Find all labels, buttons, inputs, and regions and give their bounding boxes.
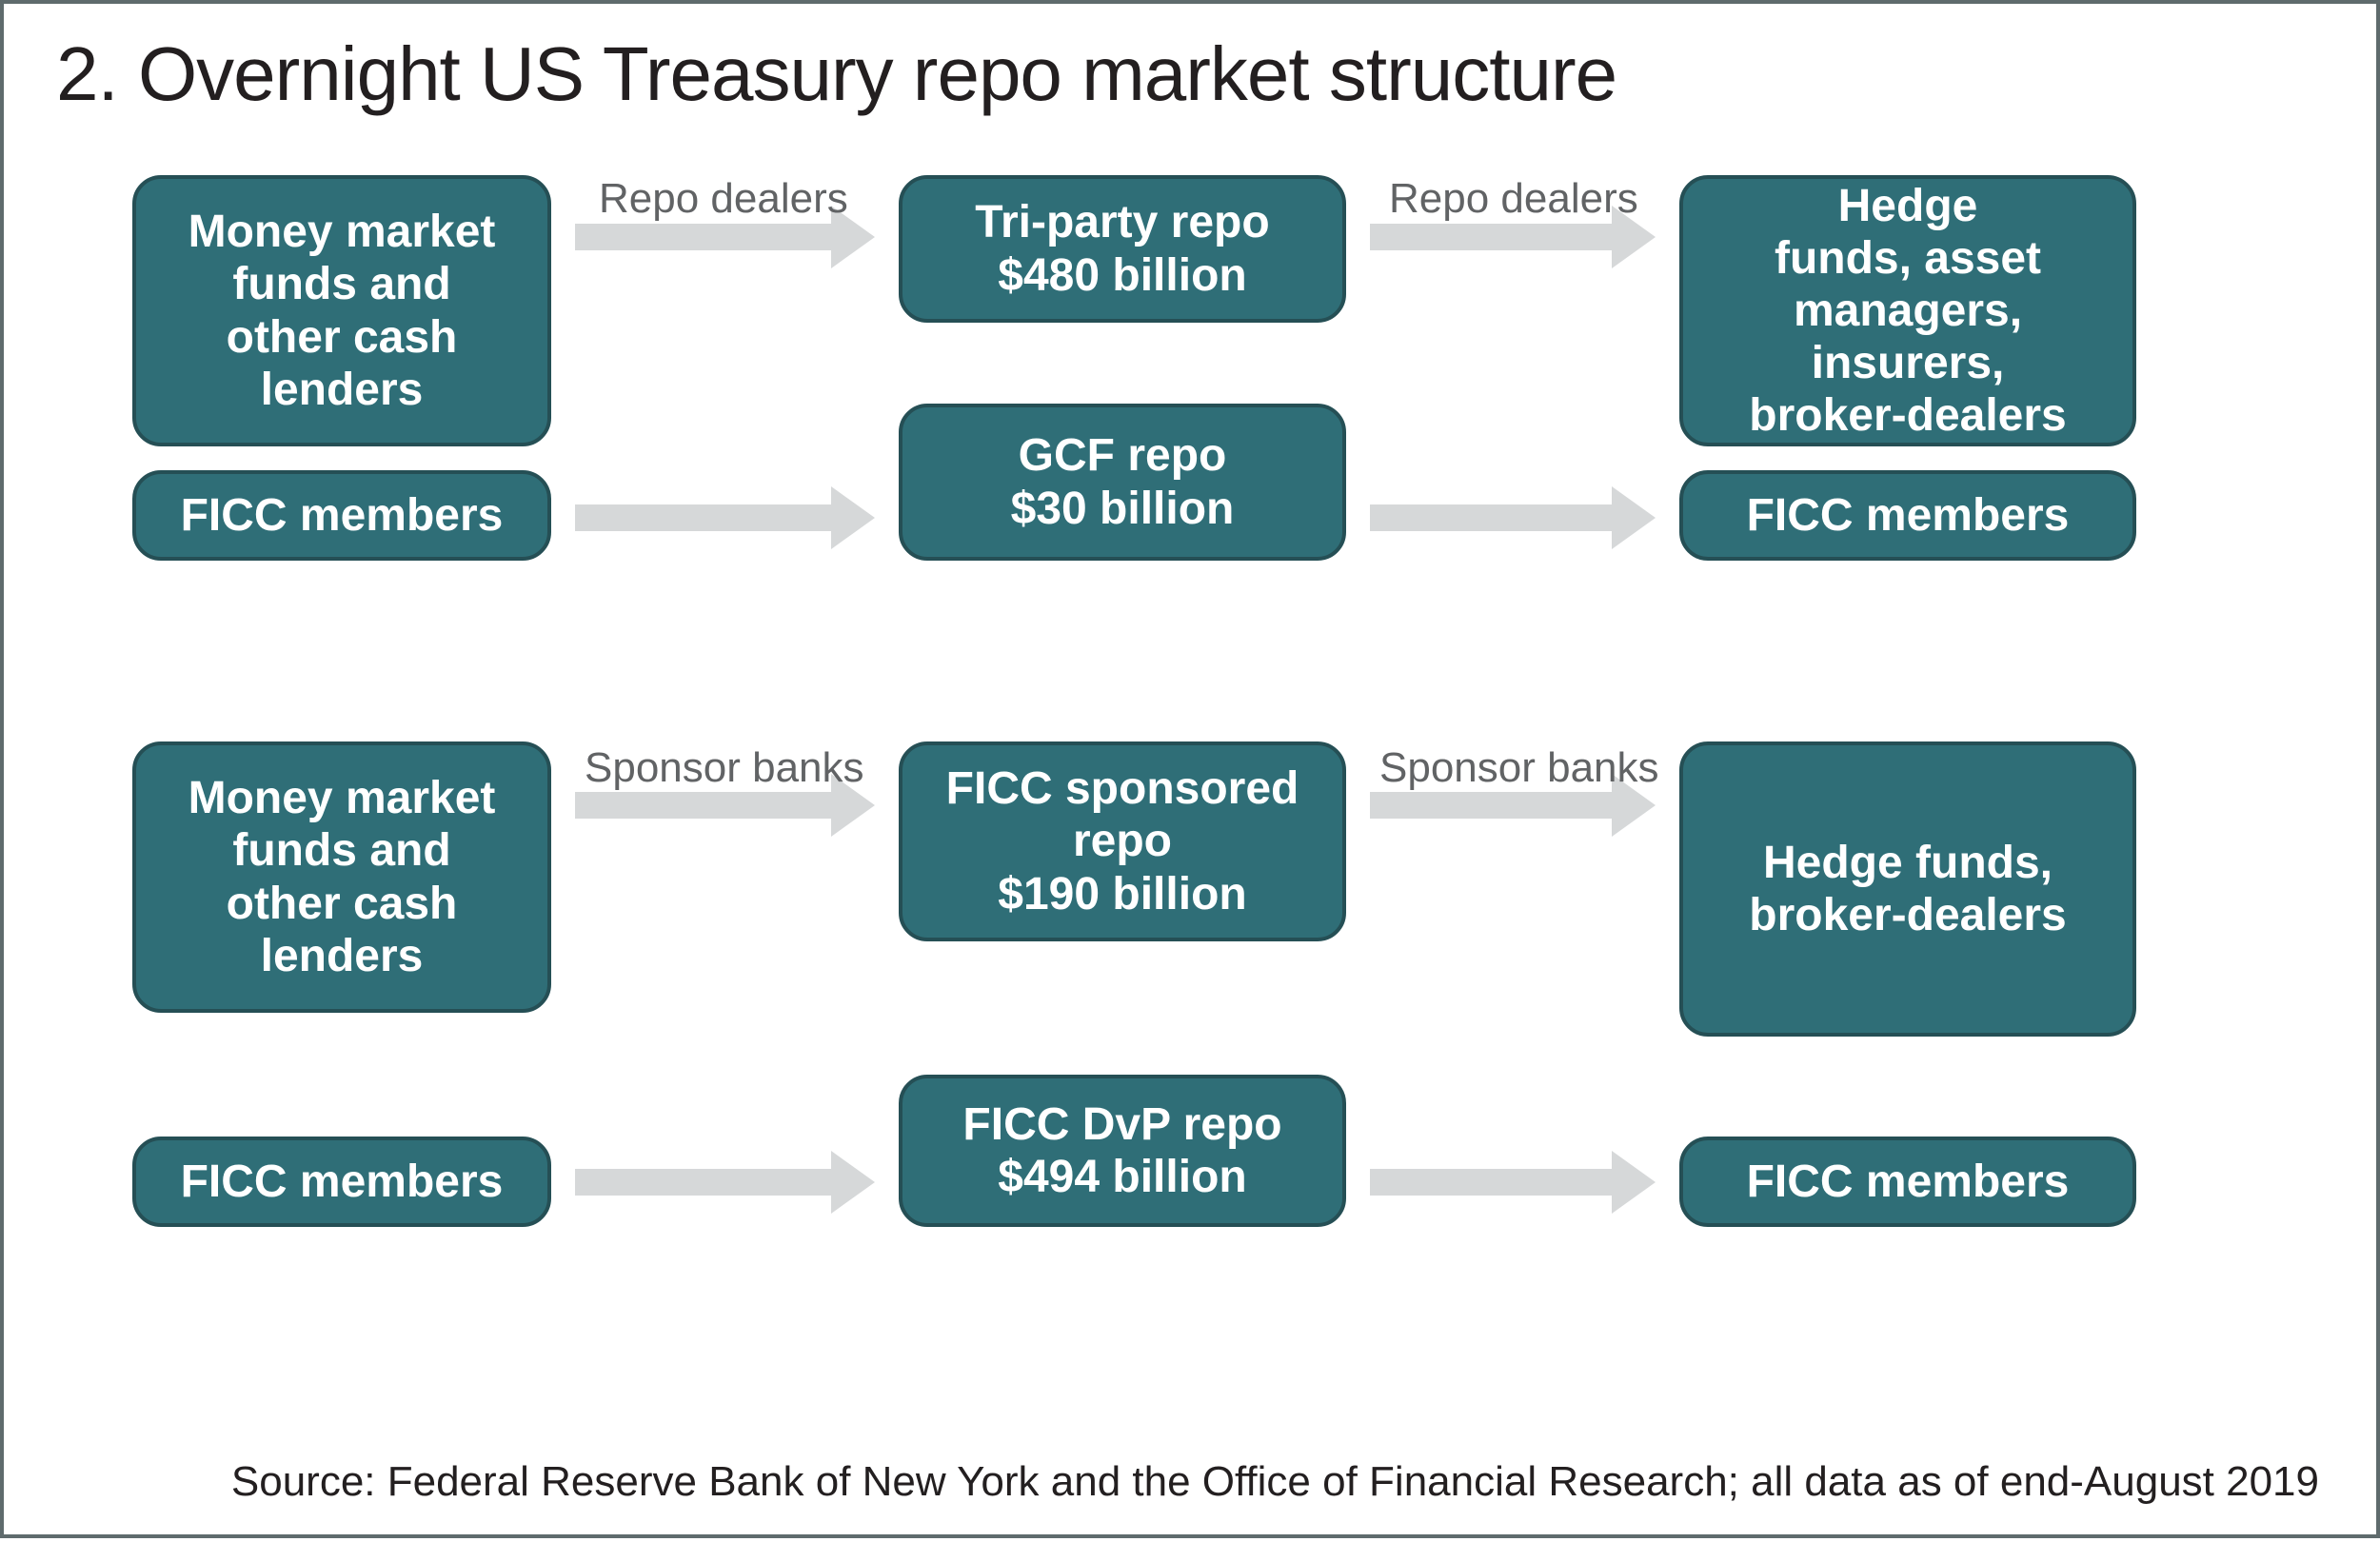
arrow-ficc_l1-gcf [575,486,875,549]
arrow-gcf-ficc_r1 [1370,486,1656,549]
arrow-ficc_l2-fdvp [575,1151,875,1214]
arrow-label-tpr-hedge1: Repo dealers [1389,175,1638,223]
diagram-title: 2. Overnight US Treasury repo market str… [56,30,1616,118]
arrow-fdvp-ficc_r2 [1370,1151,1656,1214]
node-hedge2: Hedge funds,broker-dealers [1679,741,2136,1037]
node-fspon: FICC sponsoredrepo$190 billion [899,741,1346,941]
arrow-label-fspon-hedge2: Sponsor banks [1379,744,1659,792]
node-mmf1: Money marketfunds andother cashlenders [132,175,551,446]
node-mmf2: Money marketfunds andother cashlenders [132,741,551,1013]
node-ficc_l1: FICC members [132,470,551,561]
source-caption: Source: Federal Reserve Bank of New York… [231,1458,2319,1506]
node-ficc_r2: FICC members [1679,1137,2136,1227]
diagram-frame: 2. Overnight US Treasury repo market str… [0,0,2380,1538]
node-gcf: GCF repo$30 billion [899,404,1346,561]
node-ficc_r1: FICC members [1679,470,2136,561]
arrow-label-mmf2-fspon: Sponsor banks [585,744,864,792]
node-hedge1: Hedgefunds, assetmanagers,insurers,broke… [1679,175,2136,446]
arrow-label-mmf1-tpr: Repo dealers [599,175,848,223]
node-fdvp: FICC DvP repo$494 billion [899,1075,1346,1227]
node-ficc_l2: FICC members [132,1137,551,1227]
node-tpr: Tri-party repo$480 billion [899,175,1346,323]
